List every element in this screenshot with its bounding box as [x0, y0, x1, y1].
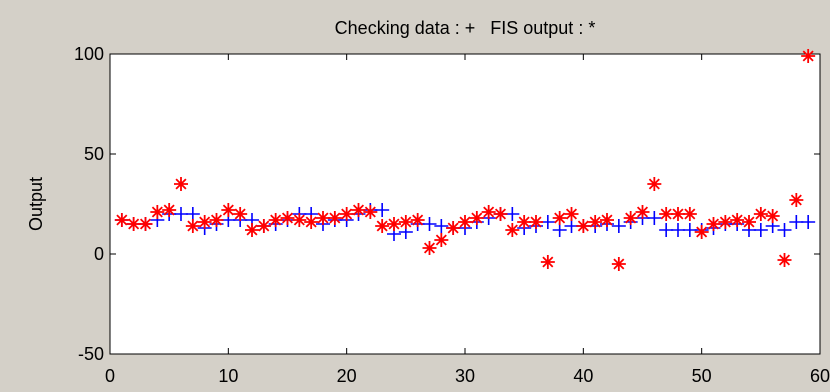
star-marker	[256, 219, 271, 233]
star-marker	[304, 215, 319, 229]
plus-marker	[564, 219, 579, 233]
series-2	[114, 49, 816, 271]
plus-marker	[682, 223, 697, 237]
star-marker	[469, 211, 484, 225]
x-tick-label: 40	[573, 366, 593, 386]
star-marker	[410, 213, 425, 227]
star-marker	[611, 257, 626, 271]
star-marker	[576, 219, 591, 233]
star-marker	[185, 219, 200, 233]
star-marker	[517, 215, 532, 229]
x-tick-label: 10	[218, 366, 238, 386]
star-marker	[564, 207, 579, 221]
star-marker	[375, 219, 390, 233]
x-tick-label: 0	[105, 366, 115, 386]
star-marker	[422, 241, 437, 255]
star-marker	[114, 213, 129, 227]
plus-marker	[659, 223, 674, 237]
star-marker	[126, 217, 141, 231]
star-marker	[268, 213, 283, 227]
y-axis-label: Output	[26, 177, 46, 231]
x-tick-label: 30	[455, 366, 475, 386]
y-tick-label: 100	[74, 44, 104, 64]
star-marker	[753, 207, 768, 221]
star-marker	[387, 217, 401, 231]
y-tick-label: -50	[78, 344, 104, 364]
star-marker	[801, 49, 816, 63]
star-marker	[339, 207, 354, 221]
star-marker	[138, 217, 153, 231]
plot-area	[109, 53, 821, 355]
star-marker	[150, 205, 165, 219]
plus-marker	[611, 219, 626, 233]
star-marker	[623, 211, 638, 225]
star-marker	[316, 211, 330, 225]
star-marker	[233, 207, 248, 221]
star-marker	[351, 203, 366, 217]
plus-marker	[647, 211, 662, 225]
star-marker	[718, 215, 733, 229]
plus-marker	[422, 217, 437, 231]
star-marker	[777, 253, 792, 267]
star-marker	[245, 223, 259, 237]
star-marker	[659, 207, 674, 221]
plus-marker	[789, 215, 804, 229]
plus-marker	[540, 215, 555, 229]
plus-marker	[174, 207, 188, 221]
star-marker	[398, 215, 413, 229]
x-tick-label: 60	[810, 366, 830, 386]
star-marker	[682, 207, 697, 221]
y-tick-label: 50	[84, 144, 104, 164]
star-marker	[174, 177, 188, 191]
star-marker	[434, 233, 449, 247]
star-marker	[292, 213, 307, 227]
plus-marker	[185, 207, 200, 221]
plus-marker	[552, 223, 567, 237]
star-marker	[280, 211, 295, 225]
star-marker	[742, 215, 756, 229]
star-marker	[529, 215, 543, 229]
star-marker	[706, 217, 721, 231]
x-tick-label: 20	[337, 366, 357, 386]
plus-marker	[753, 223, 768, 237]
plus-marker	[777, 223, 792, 237]
chart-title: Checking data : + FIS output : *	[335, 18, 596, 38]
plus-marker	[801, 215, 816, 229]
y-tick-label: 0	[94, 244, 104, 264]
star-marker	[588, 215, 603, 229]
x-tick-label: 50	[692, 366, 712, 386]
star-marker	[730, 213, 745, 227]
star-marker	[789, 193, 804, 207]
plus-marker	[671, 223, 685, 237]
plus-marker	[505, 207, 520, 221]
star-marker	[493, 207, 508, 221]
star-marker	[552, 211, 567, 225]
star-marker	[647, 177, 662, 191]
star-marker	[694, 225, 709, 239]
star-marker	[363, 205, 378, 219]
star-marker	[540, 255, 555, 269]
star-marker	[221, 203, 236, 217]
star-marker	[765, 209, 780, 223]
star-marker	[327, 211, 342, 225]
star-marker	[600, 213, 614, 227]
star-marker	[505, 223, 520, 237]
star-marker	[162, 203, 177, 217]
star-marker	[481, 205, 496, 219]
star-marker	[635, 205, 650, 219]
data-marks	[114, 49, 816, 271]
plus-marker	[375, 203, 390, 217]
star-marker	[209, 213, 224, 227]
star-marker	[446, 221, 461, 235]
star-marker	[197, 215, 212, 229]
star-marker	[458, 215, 472, 229]
plus-marker	[434, 219, 449, 233]
star-marker	[671, 207, 685, 221]
